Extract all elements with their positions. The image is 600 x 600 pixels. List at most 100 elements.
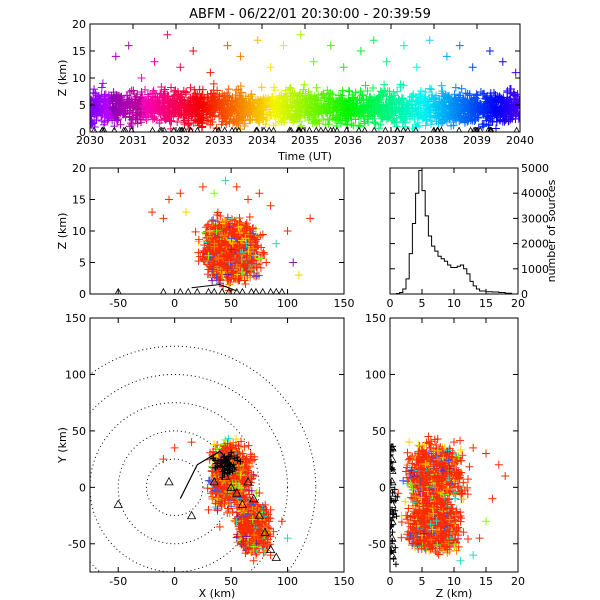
source-point	[500, 100, 509, 109]
source-point	[404, 100, 413, 109]
source-point	[425, 36, 434, 45]
source-point	[247, 265, 256, 274]
source-point	[437, 110, 446, 119]
source-point	[141, 103, 150, 112]
hist-x-tick-label: 20	[511, 297, 525, 310]
source-point	[126, 119, 135, 128]
source-point	[199, 110, 208, 119]
source-point	[244, 195, 253, 204]
source-point	[227, 107, 236, 116]
source-point	[327, 94, 336, 103]
source-point	[294, 91, 303, 100]
time-tick-label: 2030	[76, 134, 104, 147]
x-tick-label: -50	[109, 297, 127, 310]
histogram-y-label: number of sources	[545, 179, 558, 282]
source-point	[258, 249, 267, 258]
station-triangle	[253, 126, 260, 132]
station-triangle	[327, 126, 334, 132]
station-triangle	[239, 287, 246, 294]
source-point	[456, 91, 465, 100]
source-point	[247, 259, 256, 268]
source-point	[326, 99, 335, 108]
source-point	[245, 110, 254, 119]
source-point	[285, 114, 294, 123]
source-point	[421, 121, 430, 130]
source-point	[136, 93, 145, 102]
source-point	[191, 97, 200, 106]
source-point	[215, 91, 224, 100]
source-point	[412, 63, 421, 72]
source-point	[256, 98, 265, 107]
station-triangle	[99, 126, 106, 132]
source-point	[236, 52, 245, 61]
station-triangle	[278, 287, 286, 294]
source-point	[360, 119, 369, 128]
source-point	[215, 279, 224, 288]
hist-x-tick-label: 10	[447, 297, 461, 310]
hist-y-tick-label: 0	[521, 288, 528, 301]
station-triangle	[472, 126, 479, 132]
x-tick-label: 50	[224, 297, 238, 310]
figure-title: ABFM - 06/22/01 20:30:00 - 20:39:59	[189, 7, 431, 22]
source-point	[133, 115, 142, 124]
station-connector	[191, 284, 237, 292]
source-point	[258, 104, 267, 113]
source-point	[328, 90, 337, 99]
source-point	[347, 120, 356, 129]
source-point	[326, 41, 335, 50]
source-point	[452, 113, 461, 122]
source-point	[253, 36, 262, 45]
station-triangle	[438, 126, 445, 132]
station-triangle	[187, 126, 194, 132]
source-point	[236, 249, 245, 258]
z-tick-label: 10	[72, 225, 86, 238]
source-point	[496, 93, 505, 102]
station-triangle	[176, 126, 183, 132]
source-point	[237, 268, 246, 277]
source-point	[153, 100, 162, 109]
source-point	[180, 111, 189, 120]
station-triangle	[193, 287, 201, 294]
source-point	[253, 263, 262, 272]
source-point	[365, 111, 374, 120]
source-point	[110, 122, 119, 131]
station-triangle	[488, 126, 495, 132]
source-point	[491, 124, 500, 132]
source-point	[496, 111, 505, 120]
source-point	[362, 96, 371, 105]
source-point	[224, 85, 233, 94]
source-point	[166, 110, 175, 119]
source-point	[280, 93, 289, 102]
source-point	[206, 68, 215, 77]
source-point	[184, 121, 193, 130]
source-point	[146, 95, 155, 104]
source-point	[126, 102, 135, 111]
source-point	[237, 236, 246, 245]
source-point	[326, 109, 335, 118]
source-point	[269, 83, 278, 92]
source-point	[266, 201, 275, 210]
z-tick-label: 15	[72, 194, 86, 207]
source-point	[487, 100, 496, 109]
source-point	[217, 266, 226, 275]
source-point	[214, 233, 223, 242]
source-point	[161, 85, 170, 94]
source-point	[275, 117, 284, 126]
source-point	[270, 111, 279, 120]
source-point	[485, 47, 494, 55]
source-point	[196, 95, 205, 104]
source-point	[159, 214, 168, 223]
station-triangle	[371, 126, 378, 132]
station-triangle	[259, 287, 267, 294]
source-point	[90, 88, 98, 97]
source-point	[420, 101, 429, 110]
station-triangle	[194, 126, 201, 132]
source-point	[339, 63, 348, 72]
source-point	[125, 122, 134, 131]
source-point	[235, 229, 244, 238]
source-point	[421, 92, 430, 101]
source-point	[223, 41, 232, 50]
source-point	[341, 116, 350, 125]
source-point	[418, 114, 427, 123]
time-tick-label: 2037	[377, 134, 405, 147]
